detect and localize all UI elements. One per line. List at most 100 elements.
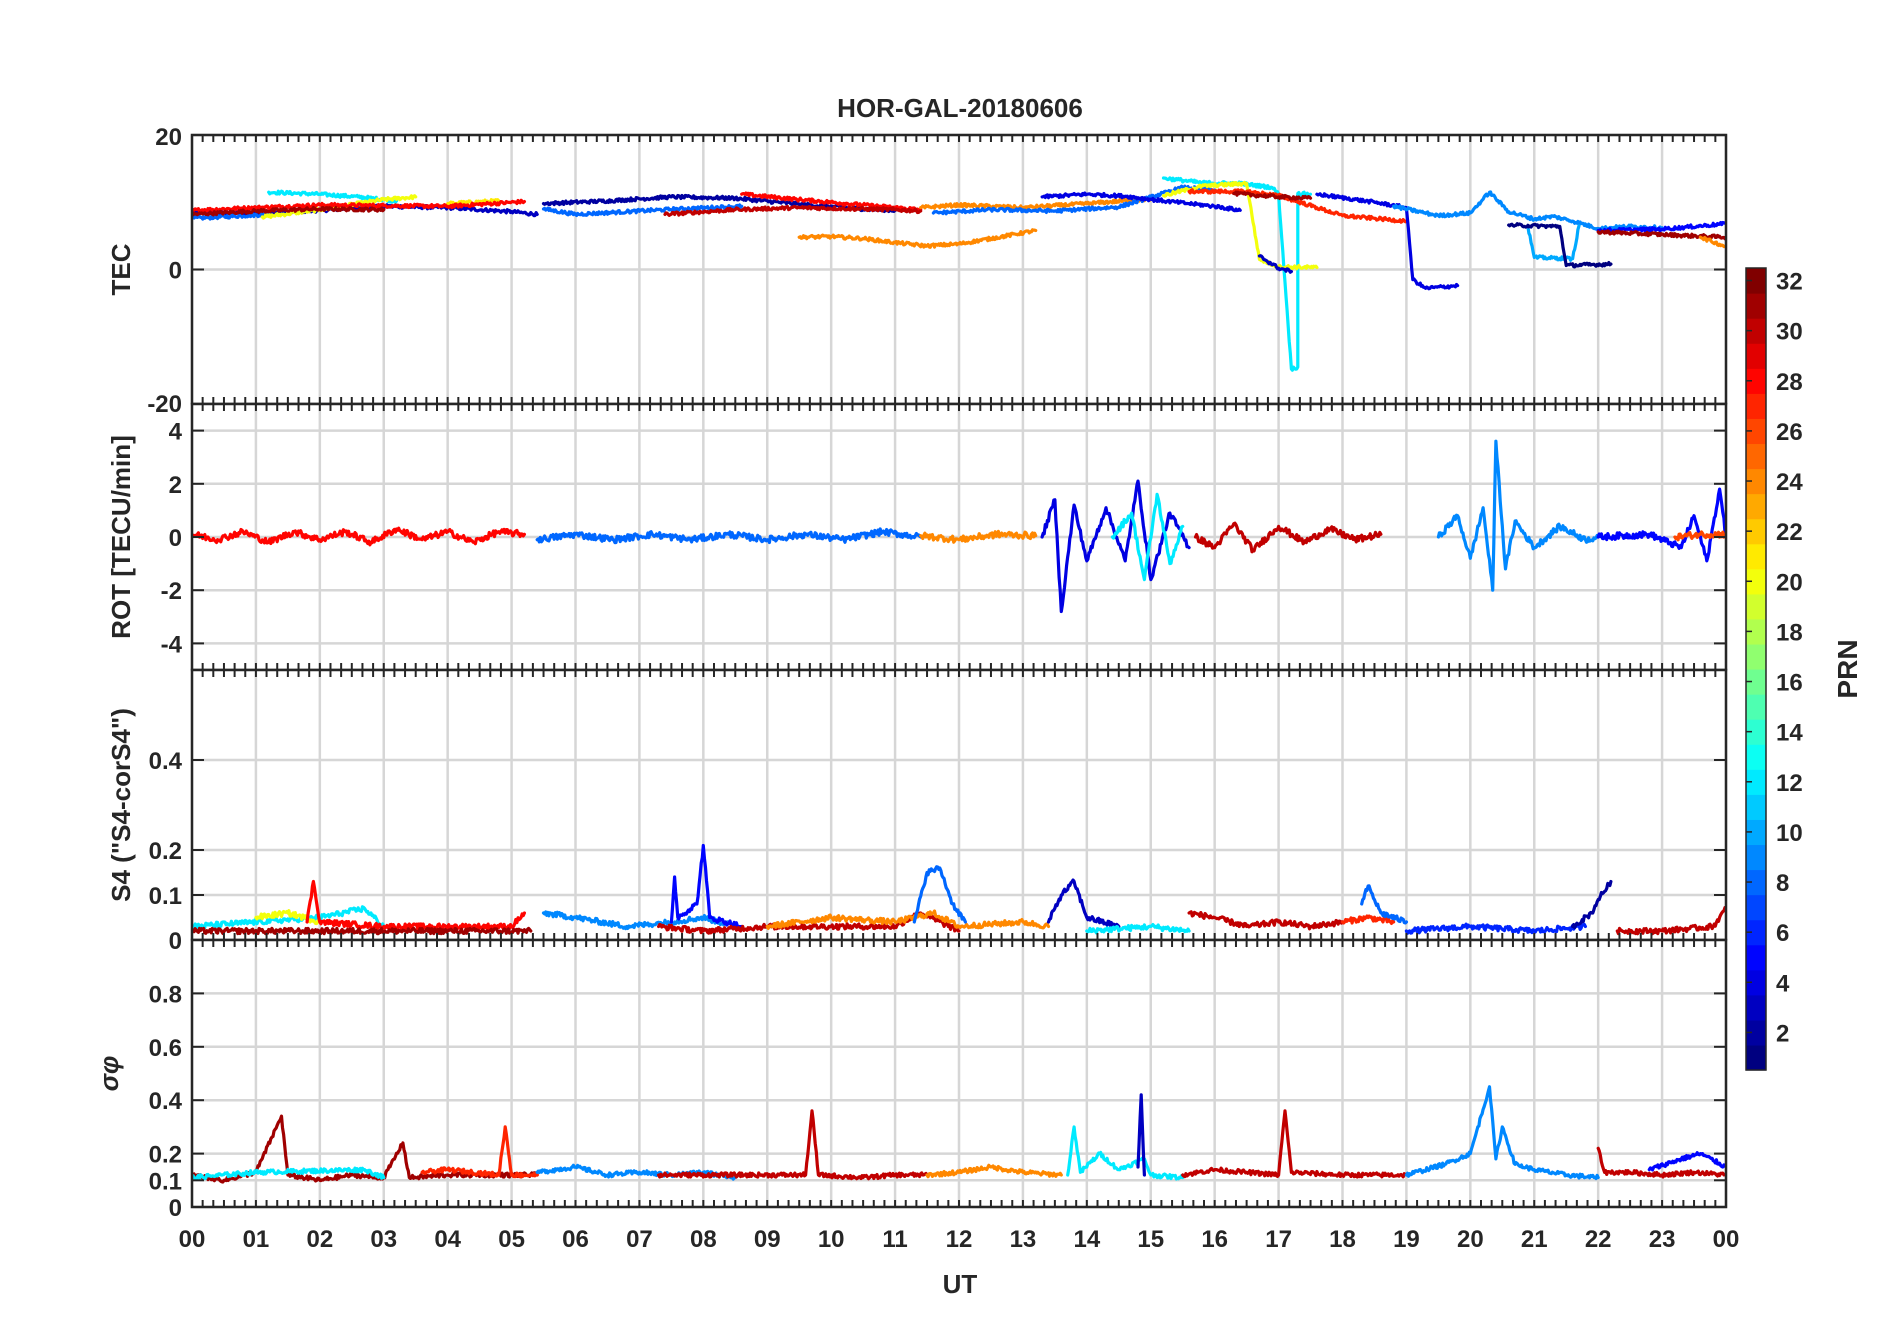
y-axis-label: S4 ("S4-corS4") [106,708,136,902]
series-group [192,843,1726,936]
series-line-prn-30 [663,204,923,217]
colorbar-block [1746,418,1766,445]
x-tick-labels: 00 01 02 03 04 05 06 07 08 09 10 11 12 13 14 15 16 17 18 19… [179,1226,1740,1253]
colorbar-block [1746,618,1766,645]
series-line-prn-30 [1596,1146,1726,1179]
colorbar-tick-label: 18 [1776,619,1803,646]
y-tick-label: 0.1 [149,1168,182,1195]
x-tick-label: 10 [818,1226,845,1253]
series-line-prn-3 [1136,1093,1146,1177]
colorbar-block [1746,518,1766,545]
series-line-prn-20 [254,909,322,926]
y-tick-label: 0 [169,258,182,285]
series-line-prn-24 [1698,235,1726,249]
series-line-prn-30 [1187,910,1345,931]
x-tick-label: 16 [1201,1226,1228,1253]
series-line-prn-31 [192,926,533,936]
colorbar-block [1746,694,1766,720]
y-tick-label: 4 [169,419,183,446]
series-line-prn-12 [1085,923,1191,935]
x-tick-label: 08 [690,1226,717,1253]
x-tick-label: 20 [1457,1226,1484,1253]
colorbar-block [1746,393,1766,419]
colorbar-tick-label: 6 [1776,920,1789,947]
colorbar-block [1746,719,1766,745]
x-tick-label: 00 [179,1226,206,1253]
x-tick-label: 22 [1585,1226,1612,1253]
colorbar-block [1746,643,1766,670]
colorbar-tick-label: 10 [1776,820,1803,847]
y-tick-label: 20 [155,124,182,151]
y-tick-label: 0.8 [149,981,182,1008]
x-tick-label: 06 [562,1226,589,1253]
series-line-prn-8 [535,527,923,545]
series-line-prn-9 [1404,1085,1600,1181]
series-line-prn-27 [1187,188,1408,224]
series-line-prn-5 [1596,220,1726,234]
y-tick-label: 0 [169,525,182,552]
x-tick-label: 17 [1265,1226,1292,1253]
series-line-prn-2 [541,193,897,214]
colorbar-block [1746,969,1766,996]
series-group [192,439,1726,614]
colorbar-block [1746,769,1766,795]
colorbar-block [1746,293,1766,319]
series-line-prn-26 [1673,530,1726,542]
series-line-prn-9 [1392,190,1664,232]
x-tick-label: 19 [1393,1226,1420,1253]
series-line-prn-10 [1526,224,1581,262]
colorbar-tick-label: 24 [1776,469,1803,496]
series-line-prn-3 [1046,878,1121,929]
x-tick-label: 23 [1649,1226,1676,1253]
series-group [192,176,1726,372]
series-line-prn-4 [1040,191,1242,213]
y-tick-label: -2 [161,578,182,605]
y-axis-label: ROT [TECU/min] [106,435,136,639]
x-tick-label: 14 [1073,1226,1100,1253]
series-line-prn-8 [912,865,967,924]
panel-3: 0.4 0.2 0.1 0 S4 ("S4-corS4") [106,668,1728,955]
x-tick-label: 15 [1137,1226,1164,1253]
colorbar-block [1746,994,1766,1021]
x-tick-label: 05 [498,1226,525,1253]
colorbar-block [1746,468,1766,495]
series-line-prn-9 [1436,439,1600,592]
y-tick-label: 0.4 [149,748,183,775]
series-line-prn-31 [192,206,386,217]
colorbar-tick-label: 32 [1776,269,1803,296]
colorbar-tick-label: 22 [1776,519,1803,546]
y-tick-label: 0.2 [149,838,182,865]
colorbar-block [1746,368,1766,394]
series-line-prn-31 [1596,229,1726,241]
colorbar-block [1746,794,1766,820]
colorbar-tick-label: 20 [1776,569,1803,596]
x-tick-label: 09 [754,1226,781,1253]
series-line-prn-30 [657,911,961,935]
panel-4: 0.8 0.6 0.4 0.20.10 σφ [94,938,1728,1222]
series-line-prn-24 [919,196,1153,211]
series-line-prn-9 [541,910,737,931]
colorbar-block [1746,318,1766,344]
series-line-prn-30 [1181,1109,1408,1179]
series-line-prn-4 [1315,192,1460,291]
series-line-prn-27 [1340,914,1396,925]
panel-2: 4 2 0 -2 -4 ROT [TECU/min] [106,402,1728,672]
x-axis-label: UT [943,1269,978,1299]
colorbar-label: PRN [1832,639,1863,698]
x-tick-label: 11 [882,1226,907,1253]
x-tick-label: 07 [626,1226,653,1253]
y-tick-label: 0 [169,1195,182,1222]
colorbar-frame [1745,267,1767,1071]
y-tick-label: 0.4 [149,1088,183,1115]
colorbar-block [1746,593,1766,620]
series-line-prn-8 [1360,884,1408,925]
colorbar-tick-label: 28 [1776,369,1803,396]
colorbar-block [1746,869,1766,896]
y-tick-label: 2 [169,472,182,499]
colorbar-block [1746,443,1766,470]
series-line-prn-24 [919,529,1038,544]
series-line-prn-12 [1066,1125,1185,1181]
series-line-prn-12 [192,905,386,930]
